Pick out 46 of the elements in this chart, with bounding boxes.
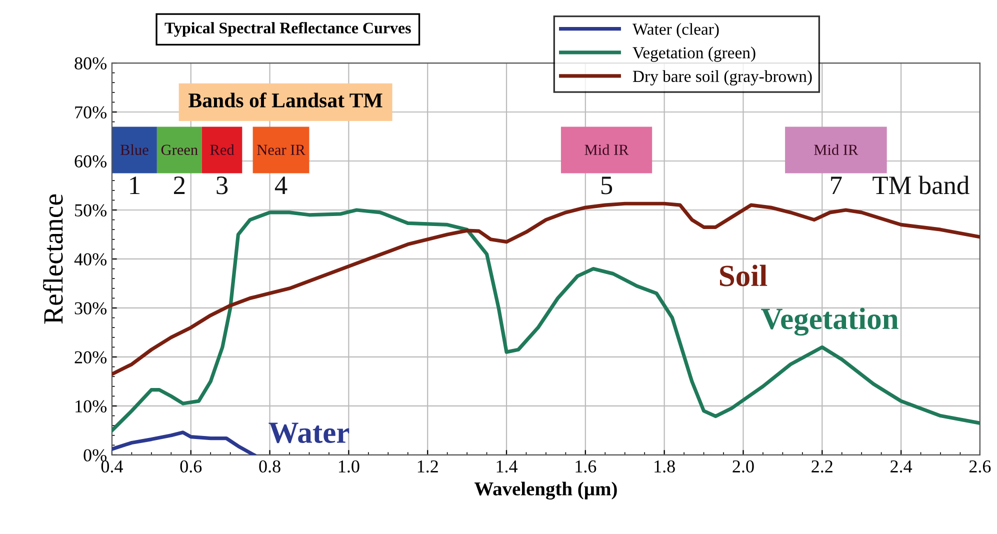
x-tick-label: 0.8 — [259, 460, 280, 473]
y-tick-label: 60% — [74, 155, 106, 168]
x-tick-label: 1.8 — [654, 460, 675, 473]
y-tick-label: 80% — [74, 57, 106, 70]
annotation: Bands of Landsat TM — [188, 92, 382, 108]
annotation: 1 — [130, 176, 140, 194]
annotation: 5 — [601, 176, 612, 194]
x-tick-label: 2.4 — [890, 460, 912, 473]
legend-label: Vegetation (green) — [632, 46, 756, 62]
x-tick-label: 0.4 — [101, 460, 123, 473]
line-series — [112, 430, 256, 455]
x-tick-label: 0.6 — [180, 460, 202, 473]
chart-title: Typical Spectral Reflectance Curves — [164, 22, 411, 37]
x-tick-label: 1.0 — [338, 460, 360, 473]
band-label: Blue — [120, 144, 148, 156]
x-tick-label: 1.6 — [576, 460, 596, 473]
legend-label: Dry bare soil (gray-brown) — [632, 70, 812, 86]
line-series — [112, 202, 980, 376]
band-label: Mid IR — [814, 144, 858, 156]
y-tick-label: 70% — [75, 106, 106, 119]
y-tick-label: 30% — [74, 302, 106, 314]
annotation: Water — [268, 422, 350, 444]
annotation: Vegetation — [761, 308, 898, 336]
y-axis-title: Reflectance — [42, 194, 63, 324]
band-label: Near IR — [257, 144, 306, 156]
x-tick-label: 2.2 — [812, 460, 832, 473]
annotation: TM band — [872, 176, 970, 194]
band-label: Red — [210, 144, 234, 156]
y-tick-label: 10% — [76, 400, 106, 412]
y-tick-label: 20% — [74, 351, 106, 364]
x-tick-label: 1.2 — [418, 460, 438, 473]
band-label: Mid IR — [584, 144, 629, 156]
annotation: 2 — [174, 176, 185, 194]
y-tick-label: 0% — [84, 449, 106, 462]
annotation: 3 — [216, 176, 228, 194]
x-tick-label: 1.4 — [496, 460, 518, 473]
x-tick-label: 2.0 — [732, 460, 754, 473]
annotation: 4 — [274, 176, 288, 194]
y-tick-label: 50% — [75, 204, 106, 216]
annotation: Soil — [720, 264, 768, 286]
x-axis-title: Wavelength (µm) — [474, 482, 617, 500]
legend-label: Water (clear) — [632, 23, 719, 38]
y-tick-label: 40% — [74, 253, 106, 266]
annotation: 7 — [831, 176, 842, 194]
x-tick-label: 2.6 — [969, 460, 991, 473]
band-label: Green — [161, 144, 198, 156]
